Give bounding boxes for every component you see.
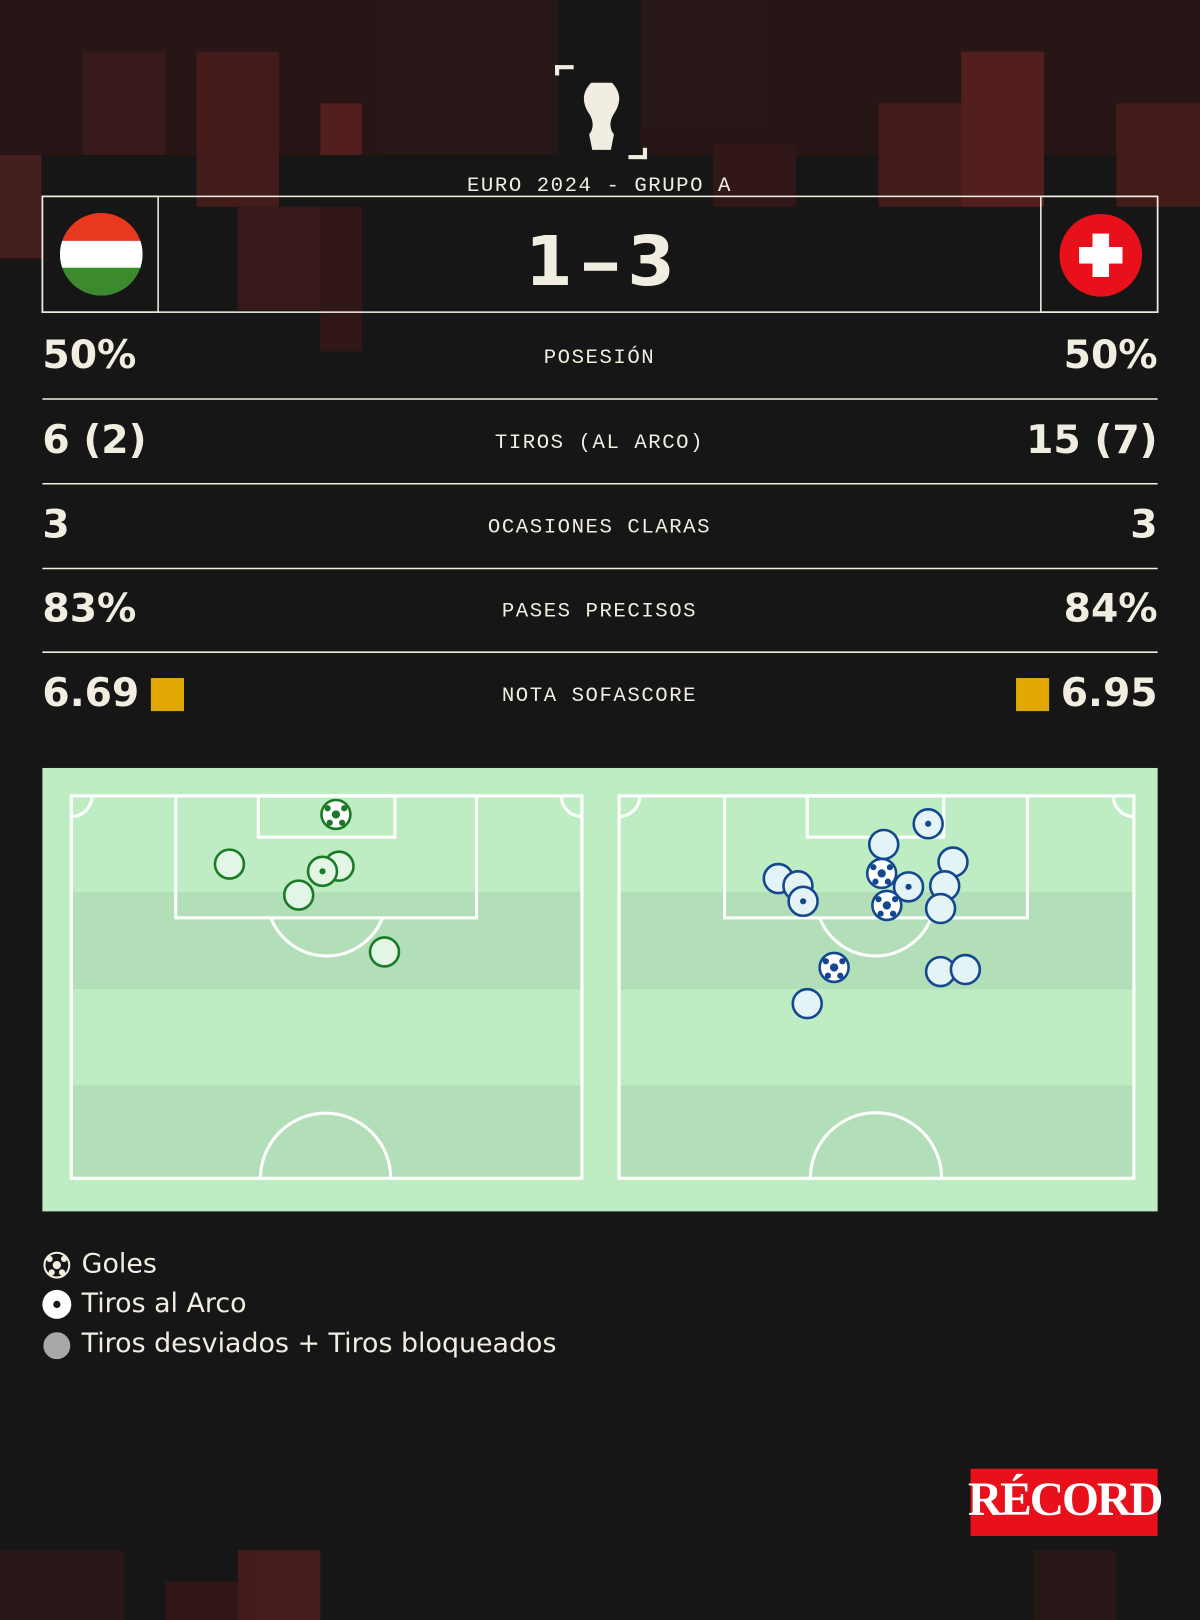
- stat-home: 50%: [42, 333, 136, 378]
- stat-label: PASES PRECISOS: [502, 600, 697, 623]
- stat-away: 6.95: [1061, 671, 1158, 716]
- home-rating-box: [150, 678, 184, 712]
- competition: EURO 2024 - GRUPO A: [467, 175, 732, 198]
- away-flag-box: [1040, 195, 1159, 313]
- stat-away: 84%: [1064, 586, 1158, 631]
- away-rating-box: [1016, 678, 1050, 712]
- home-pitch: [69, 794, 584, 1180]
- stats: 50% POSESIÓN 50% 6 (2) TIROS (AL ARCO) 15 (7)…: [42, 333, 1158, 716]
- stat-away: 3: [1130, 503, 1157, 548]
- legend-goals: Goles: [82, 1249, 157, 1280]
- stat-home: 3: [42, 503, 69, 548]
- home-flag-box: [41, 195, 159, 313]
- legend-on-target: Tiros al Arco: [81, 1288, 247, 1319]
- stat-home: 6 (2): [42, 418, 146, 463]
- stat-label: TIROS (AL ARCO): [495, 432, 704, 455]
- stat-away: 15 (7): [1026, 418, 1158, 463]
- stat-label: NOTA SOFASCORE: [502, 685, 697, 708]
- score-dash: [583, 262, 618, 271]
- home-flag: [59, 212, 143, 296]
- away-flag: [1059, 213, 1143, 297]
- legend-off-target: Tiros desviados + Tiros bloqueados: [81, 1328, 557, 1359]
- logo: RÉCORD: [968, 1473, 1162, 1526]
- away-pitch: [617, 794, 1136, 1180]
- stat-away: 50%: [1064, 333, 1158, 378]
- stat-label: OCASIONES CLARAS: [488, 517, 711, 540]
- away-score: 3: [627, 223, 674, 302]
- trophy-logo: [555, 65, 648, 160]
- stat-home: 83%: [42, 586, 136, 631]
- stat-label: POSESIÓN: [544, 346, 656, 370]
- legend-icons: [41, 1251, 73, 1362]
- home-score: 1: [525, 223, 572, 302]
- logo-box: [970, 1468, 1158, 1536]
- stat-home: 6.69: [42, 671, 139, 716]
